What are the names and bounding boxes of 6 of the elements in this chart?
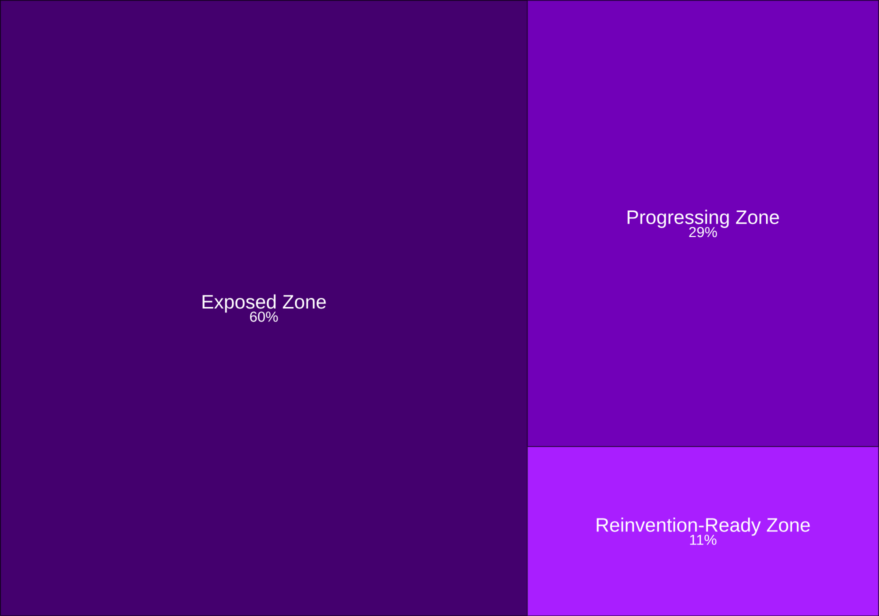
data-label: 29%	[689, 226, 717, 238]
data-label: 11%	[690, 534, 716, 545]
category-label: Progressing Zone	[628, 210, 779, 228]
category-label: Reinvention-Ready Zone	[596, 517, 810, 536]
data-label: 60%	[250, 311, 278, 322]
category-label: Exposed Zone	[202, 294, 326, 312]
